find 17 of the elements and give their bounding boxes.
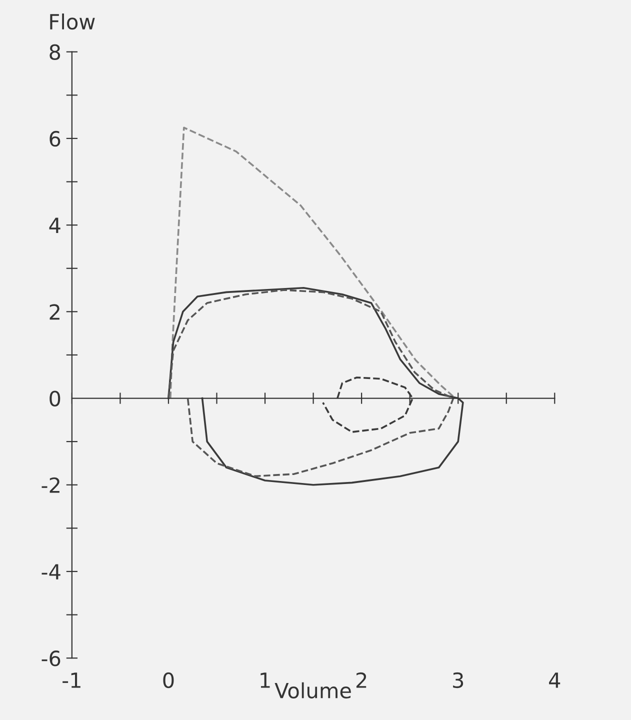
x-tick-label: 4 <box>549 672 560 688</box>
y-tick-label: -6 <box>42 650 60 666</box>
x-tick-label: 3 <box>453 672 464 688</box>
x-axis-title: Volume <box>274 682 351 698</box>
x-tick-label: 1 <box>260 672 270 688</box>
x-tick-label: 0 <box>163 672 174 688</box>
y-tick-label: 8 <box>50 44 60 60</box>
y-tick-label: 2 <box>50 304 60 320</box>
x-tick-label: -1 <box>62 672 80 688</box>
y-axis-title: Flow <box>50 13 95 30</box>
y-tick-label: -4 <box>42 564 60 580</box>
x-tick-label: 2 <box>356 672 366 688</box>
y-tick-label: 6 <box>50 130 60 147</box>
y-tick-label: -2 <box>42 477 60 493</box>
y-tick-label: 4 <box>49 218 60 233</box>
y-tick-label: 0 <box>50 390 60 406</box>
line-series <box>170 126 456 400</box>
